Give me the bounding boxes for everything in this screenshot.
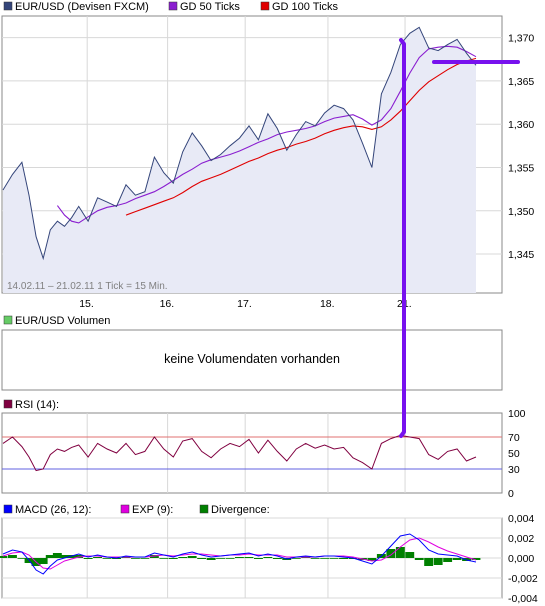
divergence-bar <box>140 558 150 559</box>
divergence-bar <box>74 555 84 558</box>
price-y-tick-label: 1,345 <box>508 249 534 261</box>
divergence-bar <box>225 558 235 559</box>
legend-label-rsi: RSI (14): <box>15 399 59 411</box>
divergence-bar <box>60 555 69 558</box>
price-y-tick-label: 1,360 <box>508 119 534 131</box>
divergence-bar <box>443 558 453 562</box>
divergence-bar <box>52 553 62 558</box>
rsi-y-tick-label: 0 <box>508 488 514 500</box>
price-area <box>3 27 476 294</box>
divergence-bar <box>386 549 396 558</box>
price-y-tick-label: 1,365 <box>508 76 534 88</box>
divergence-bar <box>310 558 320 559</box>
no-volume-message: keine Volumendaten vorhanden <box>164 352 340 366</box>
legend-swatch-divergence <box>199 504 209 514</box>
divergence-bar <box>102 558 112 559</box>
legend-label-macd: MACD (26, 12): <box>15 504 91 516</box>
price-x-tick-label: 16. <box>160 298 175 310</box>
rsi-y-tick-label: 50 <box>508 448 520 460</box>
price-x-tick-label: 17. <box>237 298 252 310</box>
legend-swatch-exp <box>120 504 130 514</box>
divergence-bar <box>339 558 348 559</box>
divergence-bar <box>452 558 462 560</box>
legend-swatch-gd50 <box>168 1 178 11</box>
price-legend: EUR/USD (Devisen FXCM) GD 50 Ticks GD 10… <box>3 1 339 13</box>
divergence-bar <box>272 558 282 559</box>
divergence-bar <box>291 558 301 559</box>
price-y-tick-label: 1,350 <box>508 206 534 218</box>
legend-swatch-price <box>3 1 13 11</box>
divergence-bar <box>168 558 178 559</box>
legend-label-gd100: GD 100 Ticks <box>272 1 339 13</box>
macd-y-tick-label: 0,002 <box>508 533 534 545</box>
divergence-bar <box>414 558 424 560</box>
divergence-bar <box>235 557 244 558</box>
price-y-tick-label: 1,370 <box>508 33 534 45</box>
divergence-bar <box>216 558 225 559</box>
divergence-bar <box>8 555 17 558</box>
divergence-bar <box>178 557 188 558</box>
divergence-bar <box>263 557 273 558</box>
macd-y-tick-label: 0,000 <box>508 553 534 565</box>
divergence-bar <box>367 558 377 561</box>
annotation-marker <box>399 38 520 438</box>
date-range-note: 14.02.11 – 21.02.11 1 Tick = 15 Min. <box>7 281 168 292</box>
rsi-panel: RSI (14): 0 30 50 70 100 <box>1 399 526 500</box>
divergence-bar <box>254 558 263 559</box>
divergence-bar <box>197 558 207 559</box>
price-x-axis: 15. 16. 17. 18. 21. <box>79 298 411 310</box>
volume-plot-frame <box>1 329 503 391</box>
divergence-bar <box>206 558 216 560</box>
divergence-bar <box>38 558 48 564</box>
macd-y-tick-label: 0,004 <box>508 513 534 525</box>
divergence-bar <box>131 558 140 559</box>
legend-swatch-gd100 <box>260 1 270 11</box>
rsi-line <box>2 434 477 472</box>
divergence-bar <box>93 557 102 558</box>
divergence-bar <box>329 558 339 559</box>
divergence-bar <box>159 558 169 559</box>
price-line <box>2 26 477 261</box>
price-x-tick-label: 18. <box>320 298 335 310</box>
legend-label-gd50: GD 50 Ticks <box>180 1 240 13</box>
price-y-tick-label: 1,355 <box>508 162 534 174</box>
divergence-bar <box>45 555 55 558</box>
divergence-bar <box>471 558 481 560</box>
legend-swatch-macd <box>3 504 13 514</box>
legend-label-divergence: Divergence: <box>211 504 270 516</box>
legend-label-exp: EXP (9): <box>132 504 173 516</box>
divergence-bar <box>320 558 330 559</box>
macd-y-tick-label: -0,004 <box>508 593 538 605</box>
price-panel: 1,345 1,350 1,355 1,360 1,365 1,370 15. 16. 17.… <box>1 15 534 310</box>
gd100-line <box>125 57 477 216</box>
divergence-bar <box>395 547 405 558</box>
divergence-bar <box>433 558 443 565</box>
rsi-y-tick-label: 70 <box>508 432 520 444</box>
legend-swatch-rsi <box>3 399 13 409</box>
rsi-plot-frame <box>1 412 503 494</box>
legend-label-price: EUR/USD (Devisen FXCM) <box>15 1 149 13</box>
annotation-vertical-line <box>399 38 406 438</box>
macd-y-axis: -0,004 -0,002 0,000 0,002 0,004 <box>508 513 538 605</box>
price-x-tick-label: 15. <box>79 298 94 310</box>
divergence-bar <box>83 558 93 559</box>
legend-swatch-volume <box>3 315 13 325</box>
divergence-bar <box>17 558 27 559</box>
price-y-axis: 1,345 1,350 1,355 1,360 1,365 1,370 <box>508 33 534 261</box>
rsi-y-tick-label: 30 <box>508 464 520 476</box>
divergence-bar <box>244 557 254 558</box>
divergence-bar <box>424 558 434 566</box>
legend-label-volume: EUR/USD Volumen <box>15 315 110 327</box>
divergence-bar <box>405 552 415 558</box>
macd-line <box>2 533 477 575</box>
divergence-bar <box>187 556 197 558</box>
rsi-y-tick-label: 100 <box>508 408 526 420</box>
volume-panel: EUR/USD Volumen keine Volumendaten vorha… <box>1 315 503 391</box>
divergence-bar <box>0 556 8 558</box>
rsi-y-axis: 0 30 50 70 100 <box>508 408 526 500</box>
macd-panel: MACD (26, 12): EXP (9): Divergence: -0,0… <box>0 504 538 605</box>
macd-y-tick-label: -0,002 <box>508 573 538 585</box>
